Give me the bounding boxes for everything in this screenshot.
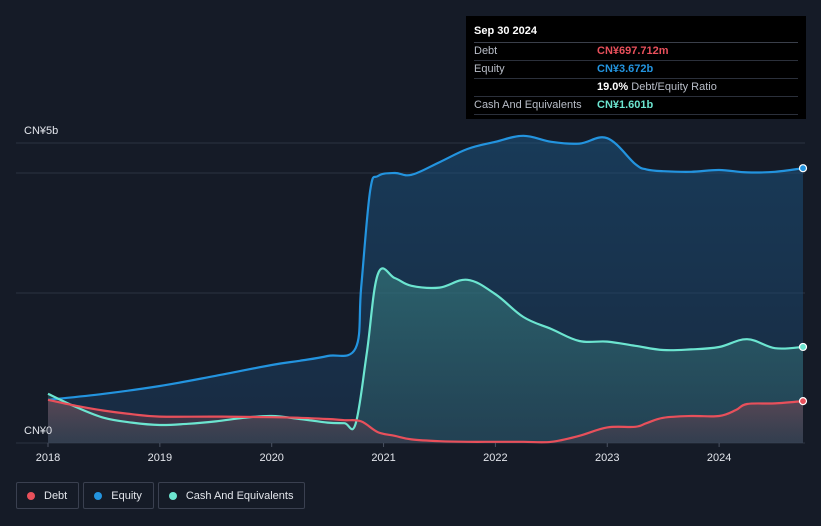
legend-dot-icon [94,491,103,500]
tooltip-value: CN¥1.601b [597,99,654,111]
end-markers [798,164,808,406]
x-tick-label: 2021 [371,452,395,464]
legend-label: Debt [44,489,68,502]
tooltip-label [474,79,597,96]
tooltip-row-cash: Cash And Equivalents CN¥1.601b [474,97,798,115]
tooltip-label: Cash And Equivalents [474,99,582,111]
x-tick-label: 2024 [707,452,731,464]
cash-and-equivalents-line [47,267,804,431]
debt-area [48,399,803,443]
chart-legend: Debt Equity Cash And Equivalents [16,482,306,509]
tooltip-row-ratio: 19.0% Debt/Equity Ratio [474,79,798,97]
x-axis-ticks: 2018 2019 2020 2021 2022 2023 2024 [36,443,731,464]
tooltip-row-debt: Debt CN¥697.712m [474,43,798,61]
debt-end-marker [798,397,808,406]
tooltip-ratio-label: Debt/Equity Ratio [631,81,717,93]
legend-item-cash-and-equivalents[interactable]: Cash And Equivalents [157,482,306,509]
x-tick-label: 2018 [36,452,60,464]
tooltip-value: CN¥697.712m [597,45,669,57]
tooltip-value: 19.0% [597,81,629,93]
data-tooltip: Sep 30 2024 Debt CN¥697.712m Equity CN¥3… [466,16,806,119]
legend-label: Equity [111,489,142,502]
area-fills [48,135,803,444]
debt-line [47,398,804,444]
equity-end-marker [798,164,808,173]
tooltip-row-equity: Equity CN¥3.672b [474,61,798,79]
equity-line [47,134,804,401]
y-axis-max-label: CN¥5b [24,125,59,137]
tooltip-date: Sep 30 2024 [474,24,798,43]
x-tick-label: 2023 [595,452,619,464]
tooltip-value: CN¥3.672b [597,63,654,75]
series-lines [47,134,804,444]
legend-item-equity[interactable]: Equity [83,482,154,509]
tooltip-label: Debt [474,45,498,57]
legend-label: Cash And Equivalents [185,489,294,502]
y-axis-min-label: CN¥0 [24,425,53,437]
legend-item-debt[interactable]: Debt [16,482,80,509]
x-tick-label: 2019 [148,452,172,464]
tooltip-label: Equity [474,63,505,75]
legend-dot-icon [168,491,177,500]
x-tick-label: 2020 [259,452,283,464]
cash-and-equivalents-end-marker [798,342,808,352]
cash-and-equivalents-area [48,268,803,443]
legend-dot-icon [27,491,35,500]
x-tick-label: 2022 [483,452,507,464]
